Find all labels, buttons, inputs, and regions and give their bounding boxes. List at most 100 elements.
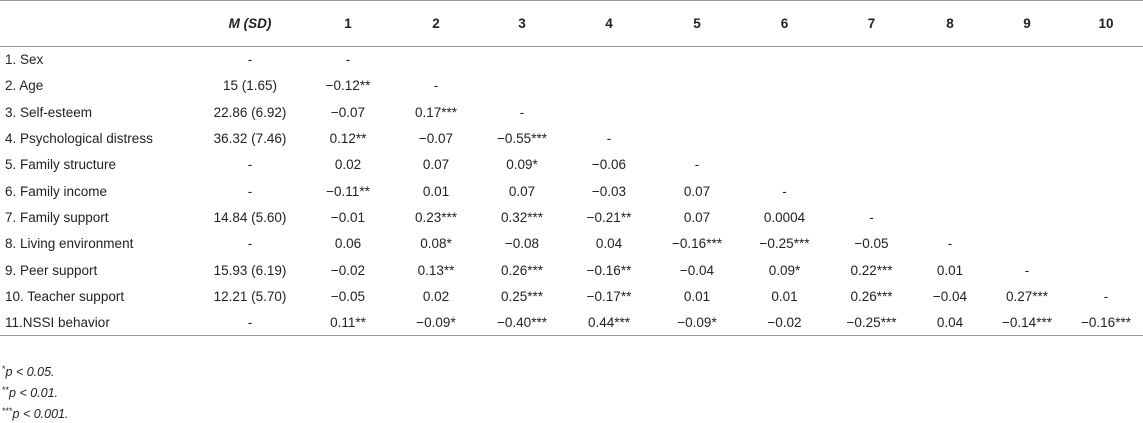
row-label: 1. Sex (5, 52, 44, 68)
table-row: 7. Family support 14.84 (5.60) −0.01 0.23**… (0, 204, 1143, 230)
correlation-cell: 0.04 (595, 236, 623, 252)
correlation-cell (828, 125, 915, 151)
correlation-cell: 0.17*** (414, 104, 458, 120)
table-row: 5. Family structure - 0.02 0.07 0.09* −0.06 - (0, 152, 1143, 178)
correlation-cell: −0.07 (418, 131, 454, 147)
row-label: 9. Peer support (5, 262, 98, 278)
correlation-cell (915, 99, 985, 125)
correlation-cell: 0.0004 (763, 209, 806, 225)
table-row: 8. Living environment - 0.06 0.08* −0.08 0.04… (0, 231, 1143, 257)
correlation-cell (393, 47, 479, 73)
correlation-cell: - (1103, 288, 1109, 304)
correlation-cell (828, 47, 915, 73)
table-body: 1. Sex - -2. Age 15 (1.65) −0.12** -3. Self-e… (0, 47, 1143, 336)
row-msd: 22.86 (6.92) (213, 104, 287, 120)
correlation-cell (985, 47, 1069, 73)
correlation-cell (741, 47, 828, 73)
header-cell-4: 4 (605, 16, 613, 31)
row-label: 7. Family support (5, 209, 109, 225)
correlation-cell: 0.07 (422, 157, 450, 173)
correlation-table: M (SD) 1 2 3 4 5 6 7 8 9 10 1. Sex - -2. A… (0, 0, 1143, 336)
correlation-cell (1069, 73, 1143, 99)
row-label: 3. Self-esteem (5, 104, 93, 120)
correlation-cell: −0.02 (330, 262, 366, 278)
correlation-cell (985, 152, 1069, 178)
correlation-cell (741, 125, 828, 151)
correlation-cell: −0.25*** (846, 314, 897, 330)
correlation-cell (653, 73, 741, 99)
correlation-cell: 0.02 (334, 157, 362, 173)
header-cell-9: 9 (1023, 16, 1031, 31)
row-msd: 12.21 (5.70) (213, 288, 287, 304)
correlation-cell (1069, 99, 1143, 125)
correlation-cell: - (433, 78, 439, 94)
correlation-cell: −0.09* (416, 314, 456, 330)
correlation-cell (741, 152, 828, 178)
correlation-cell (915, 204, 985, 230)
correlation-cell: −0.05 (330, 288, 366, 304)
correlation-cell (915, 178, 985, 204)
correlation-cell: 0.44*** (587, 314, 631, 330)
correlation-cell: −0.25*** (759, 236, 810, 252)
correlation-cell (985, 231, 1069, 257)
correlation-cell: 0.12** (329, 131, 367, 147)
correlation-cell: 0.13** (417, 262, 455, 278)
row-msd: 15.93 (6.19) (213, 262, 287, 278)
correlation-cell: - (782, 183, 787, 199)
table-footnotes: *p < 0.05. **p < 0.01. ***p < 0.001. (2, 360, 68, 423)
correlation-cell: −0.05 (854, 236, 889, 252)
correlation-cell (565, 47, 653, 73)
row-label: 5. Family structure (5, 157, 117, 173)
row-msd: 14.84 (5.60) (213, 209, 287, 225)
correlation-cell (1069, 125, 1143, 151)
row-msd: 15 (1.65) (222, 78, 278, 94)
correlation-cell: −0.06 (591, 157, 627, 173)
correlation-cell (741, 99, 828, 125)
correlation-cell: 0.23*** (414, 209, 458, 225)
correlation-cell: - (519, 104, 525, 120)
correlation-cell: −0.14*** (1002, 314, 1052, 330)
correlation-cell: 0.32*** (500, 209, 544, 225)
correlation-cell (1069, 152, 1143, 178)
correlation-cell (985, 204, 1069, 230)
header-cell-10: 10 (1098, 16, 1114, 31)
correlation-cell (565, 99, 653, 125)
row-msd: - (247, 157, 253, 173)
correlation-cell: 0.26*** (500, 262, 544, 278)
correlation-cell (1069, 231, 1143, 257)
row-label: 4. Psychological distress (5, 131, 153, 147)
correlation-cell (1069, 257, 1143, 283)
correlation-cell: 0.01 (683, 288, 711, 304)
correlation-cell: −0.03 (591, 183, 627, 199)
correlation-cell (915, 47, 985, 73)
correlation-cell: 0.01 (936, 262, 964, 278)
correlation-cell: −0.16** (586, 262, 632, 278)
row-msd: - (247, 52, 253, 68)
table-row: 1. Sex - - (0, 47, 1143, 73)
header-cell-8: 8 (946, 16, 954, 31)
correlation-cell: 0.26*** (850, 288, 893, 304)
correlation-cell (985, 125, 1069, 151)
correlation-cell: −0.40*** (497, 314, 547, 330)
correlation-cell (565, 73, 653, 99)
table-row: 11.NSSI behavior - 0.11** −0.09* −0.40*** 0.4… (0, 309, 1143, 336)
table-row: 2. Age 15 (1.65) −0.12** - (0, 73, 1143, 99)
header-cell-msd: M (SD) (228, 16, 272, 31)
correlation-cell (828, 99, 915, 125)
correlation-cell: 0.27*** (1005, 288, 1049, 304)
footnote-p05: *p < 0.05. (2, 364, 55, 379)
correlation-cell (479, 73, 565, 99)
correlation-cell: −0.17** (586, 288, 632, 304)
correlation-cell: 0.11** (330, 314, 366, 330)
correlation-cell: 0.04 (936, 314, 964, 330)
header-cell-variable (0, 1, 197, 47)
row-msd: - (247, 236, 253, 252)
header-cell-3: 3 (518, 16, 526, 31)
table-row: 6. Family income - −0.11** 0.01 0.07 −0.03 0.0… (0, 178, 1143, 204)
correlation-cell (828, 152, 915, 178)
correlation-cell: −0.16*** (672, 236, 722, 252)
footnote-p01: **p < 0.01. (2, 385, 59, 400)
correlation-cell: - (947, 236, 953, 252)
correlation-cell: - (1024, 262, 1030, 278)
